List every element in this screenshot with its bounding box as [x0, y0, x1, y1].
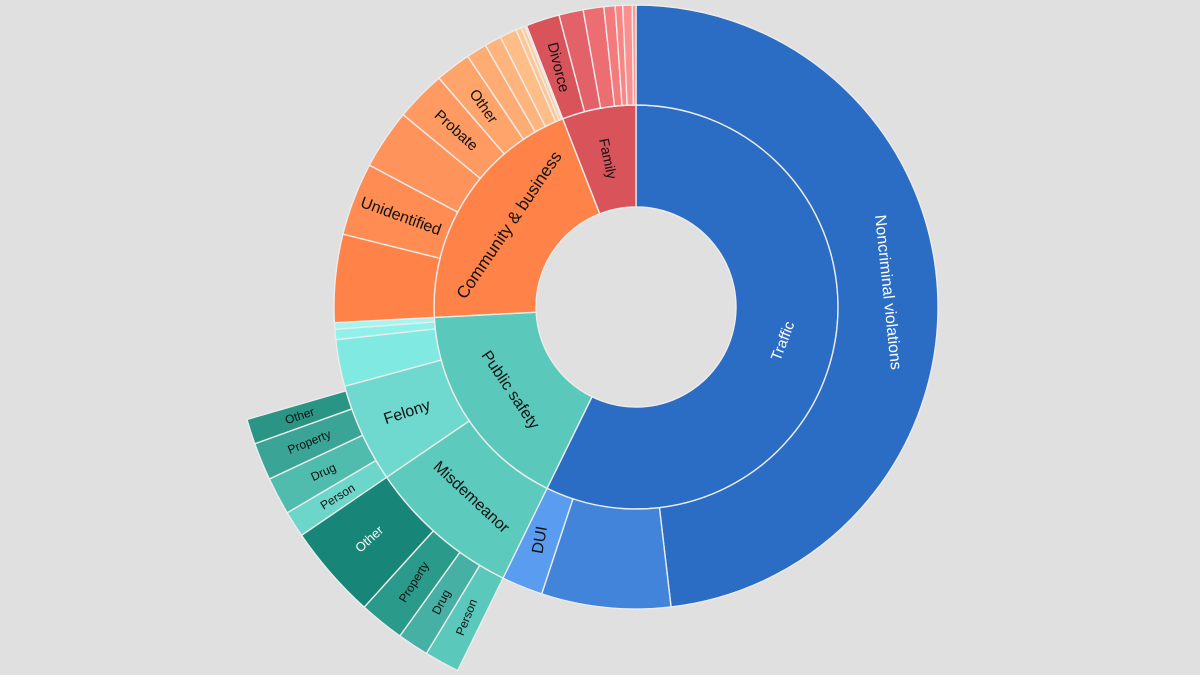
segment-noncriminal-violations[interactable] [635, 4, 939, 608]
label-dui: DUI [529, 525, 551, 555]
sunburst-segments [246, 4, 939, 672]
segment-unlabeled[interactable] [631, 4, 637, 106]
segment-other[interactable] [246, 390, 353, 445]
segment-unlabeled[interactable] [520, 25, 563, 122]
